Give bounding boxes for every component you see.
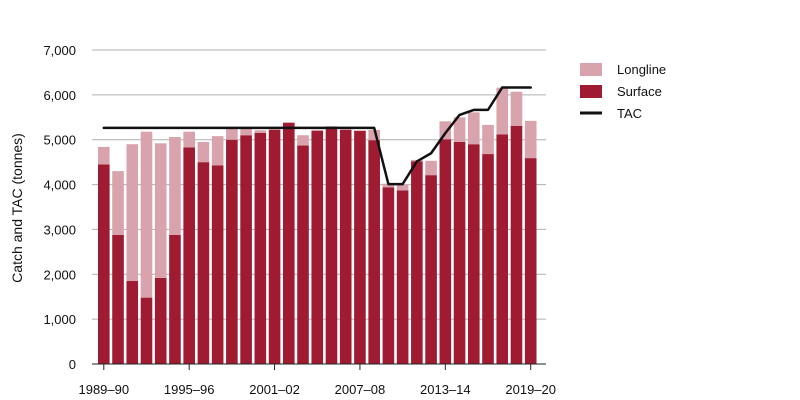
y-tick-label-6000: 6,000 (43, 88, 76, 103)
surface-bar-2016–17 (482, 154, 494, 364)
surface-bar-2002–03 (282, 122, 295, 364)
surface-bar-2011–12 (411, 161, 423, 364)
y-tick-label-3000: 3,000 (43, 222, 76, 237)
y-tick-label-0: 0 (69, 357, 76, 372)
longline-bar-2013–14 (439, 121, 452, 140)
longline-bar-2001–02 (268, 128, 281, 130)
surface-bar-1995–96 (183, 147, 195, 364)
longline-bar-2000–01 (254, 130, 267, 133)
surface-bar-1998–99 (226, 139, 238, 364)
surface-bar-2001–02 (268, 129, 281, 364)
longline-bar-1996–97 (197, 141, 210, 163)
y-tick-label-5000: 5,000 (43, 133, 76, 148)
y-axis-title: Catch and TAC (tonnes) (9, 133, 25, 283)
surface-bar-2000–01 (254, 132, 267, 364)
y-tick-label-1000: 1,000 (43, 312, 76, 327)
surface-bar-1997–98 (211, 165, 224, 364)
longline-bar-1999–00 (240, 128, 252, 136)
longline-bar-2010–11 (396, 184, 409, 191)
longline-bar-1994–95 (169, 137, 181, 235)
x-tick-label-2001–02: 2001–02 (249, 382, 300, 397)
axes: 0 1,000 2,000 3,000 4,000 5,000 6,000 7,000 1989… (43, 43, 556, 397)
legend-surface-swatch (580, 85, 602, 98)
surface-bar-1993–94 (154, 277, 167, 364)
surface-bar-1996–97 (197, 162, 210, 364)
surface-bar-2018–19 (510, 125, 523, 365)
longline-bar-2017–18 (496, 87, 509, 135)
surface-bar-1991–92 (126, 281, 139, 364)
longline-bar-1989–90 (98, 146, 110, 165)
longline-bar-2019–20 (524, 120, 537, 159)
surface-bar-2013–14 (439, 139, 452, 364)
x-tick-label-2007–08: 2007–08 (335, 382, 386, 397)
x-tick-label-2019–20: 2019–20 (505, 382, 556, 397)
longline-bar-1990–91 (112, 171, 124, 235)
longline-bar-2018–19 (510, 91, 523, 126)
longline-bar-1995–96 (183, 131, 195, 148)
x-tick-label-2013–14: 2013–14 (420, 382, 471, 397)
surface-bar-1994–95 (169, 234, 181, 364)
longline-bar-2008–09 (368, 129, 380, 141)
surface-bar-2010–11 (396, 190, 409, 364)
longline-bar-1992–93 (140, 131, 153, 298)
surface-bar-1992–93 (140, 297, 153, 364)
tac-line-layer (102, 86, 532, 186)
surface-bar-2009–10 (382, 187, 395, 364)
tac-line (102, 86, 532, 186)
longline-bar-1993–94 (154, 143, 167, 278)
legend-tac-label: TAC (617, 106, 642, 121)
longline-bar-1991–92 (126, 144, 139, 282)
legend-longline-label: Longline (617, 62, 666, 77)
longline-bar-2003–04 (297, 135, 309, 146)
legend-surface-label: Surface (617, 84, 662, 99)
y-tick-label-4000: 4,000 (43, 178, 76, 193)
surface-bar-2008–09 (368, 140, 380, 364)
longline-bar-1997–98 (211, 136, 224, 166)
y-tick-label-2000: 2,000 (43, 267, 76, 282)
longline-bar-2009–10 (382, 183, 395, 188)
surface-bar-2005–06 (325, 127, 338, 364)
surface-bar-2003–04 (297, 145, 309, 364)
longline-bar-2015–16 (467, 112, 480, 145)
surface-bar-2007–08 (354, 130, 366, 364)
longline-bar-2016–17 (482, 124, 494, 155)
longline-bar-2006–07 (339, 128, 352, 130)
bars (98, 87, 537, 365)
longline-bar-2014–15 (453, 117, 466, 142)
y-tick-label-7000: 7,000 (43, 43, 76, 58)
legend: Longline Surface TAC (580, 62, 666, 121)
surface-bar-1989–90 (98, 164, 110, 364)
surface-bar-2017–18 (496, 134, 509, 364)
surface-bar-2004–05 (311, 130, 324, 364)
x-tick-label-1995–96: 1995–96 (164, 382, 215, 397)
legend-longline-swatch (580, 63, 602, 76)
longline-bar-2004–05 (311, 129, 324, 131)
x-tick-label-1989–90: 1989–90 (78, 382, 129, 397)
longline-bar-1998–99 (226, 128, 238, 140)
surface-bar-2014–15 (453, 141, 466, 364)
longline-bar-2012–13 (425, 160, 437, 176)
surface-bar-1999–00 (240, 135, 252, 364)
surface-bar-1990–91 (112, 234, 124, 364)
surface-bar-2006–07 (339, 129, 352, 364)
surface-bar-2012–13 (425, 175, 437, 364)
surface-bar-2015–16 (467, 144, 480, 364)
surface-bar-2019–20 (524, 158, 537, 364)
